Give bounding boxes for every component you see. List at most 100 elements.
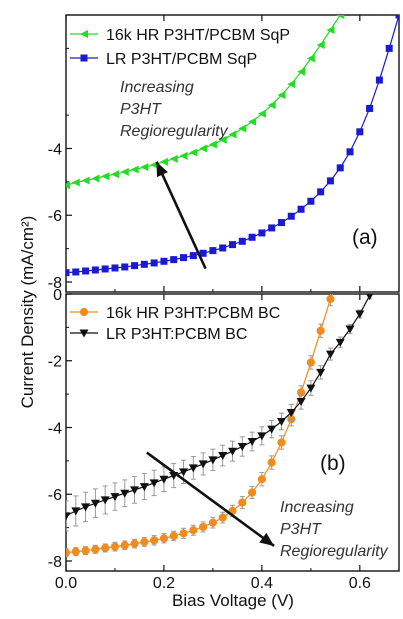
legend-label: LR P3HT/PCBM SqP — [106, 51, 257, 68]
data-point — [71, 178, 80, 187]
data-point — [257, 109, 266, 118]
data-point — [101, 172, 110, 181]
data-point — [316, 326, 325, 335]
data-point — [247, 488, 257, 497]
data-point — [189, 252, 197, 260]
data-point — [120, 489, 130, 498]
y-tick-label: -4 — [48, 420, 62, 437]
data-point — [219, 244, 227, 252]
data-point — [267, 101, 276, 110]
y-tick-label: -6 — [48, 208, 62, 225]
data-point — [307, 197, 315, 205]
data-point — [179, 151, 188, 160]
y-tick-label: -8 — [48, 554, 62, 571]
data-point — [218, 135, 227, 144]
data-point — [228, 447, 237, 456]
legend-marker — [79, 307, 89, 317]
data-point — [306, 384, 316, 393]
data-point — [326, 26, 335, 35]
annotation-text: Regioregularity — [280, 543, 389, 560]
data-point — [130, 539, 139, 548]
data-point — [81, 503, 91, 512]
data-point — [169, 531, 178, 541]
data-point — [140, 537, 149, 547]
panel-label: (b) — [320, 452, 346, 475]
y-tick-label: 0 — [53, 287, 62, 304]
data-point — [218, 452, 228, 461]
legend-label: 16k HR P3HT/PCBM SqP — [106, 27, 290, 44]
data-point — [267, 458, 276, 467]
data-point — [306, 358, 315, 367]
data-point — [159, 534, 169, 543]
data-point — [199, 249, 207, 257]
data-point — [66, 548, 71, 557]
data-point — [297, 205, 305, 213]
data-point — [131, 262, 139, 270]
data-point — [276, 417, 286, 426]
data-point — [160, 257, 168, 265]
data-point — [72, 268, 80, 276]
data-point — [356, 128, 364, 136]
data-point — [101, 543, 110, 553]
data-point — [355, 310, 365, 319]
data-point — [316, 368, 326, 377]
data-point — [121, 263, 129, 271]
data-point — [395, 15, 399, 19]
y-tick-label: -2 — [48, 354, 62, 371]
data-point — [111, 264, 119, 272]
plot-frame — [65, 293, 400, 572]
data-point — [218, 513, 227, 522]
data-point — [296, 397, 306, 406]
data-point — [90, 499, 100, 508]
data-point — [375, 76, 383, 84]
data-point — [326, 177, 334, 185]
data-point — [140, 260, 148, 268]
data-point — [159, 157, 168, 166]
data-point — [277, 219, 285, 227]
data-point — [317, 188, 325, 196]
data-point — [81, 546, 90, 555]
data-point — [110, 542, 120, 551]
data-point — [316, 41, 325, 50]
data-point — [91, 266, 99, 274]
data-point — [337, 270, 344, 277]
data-point — [81, 176, 90, 185]
data-point — [140, 163, 149, 172]
data-point — [346, 148, 354, 156]
arrow-head — [156, 161, 168, 178]
data-point — [228, 130, 237, 139]
series-layer — [66, 270, 374, 558]
data-point — [71, 547, 80, 556]
data-point — [82, 267, 90, 275]
y-tick-label: -6 — [48, 487, 62, 504]
data-point — [188, 464, 198, 473]
data-point — [208, 140, 217, 149]
data-point — [345, 325, 355, 334]
data-point — [258, 229, 266, 237]
series-layer — [66, 15, 399, 277]
panel-a: -4 -6 -8 16k HR P3HT/PCBM SqP LR P3HT/PCBM S… — [48, 14, 400, 293]
data-point — [247, 438, 257, 447]
data-point — [170, 256, 178, 264]
data-point — [277, 91, 286, 100]
arrow-shaft — [155, 161, 207, 270]
data-point — [189, 526, 198, 535]
y-tick-label: -8 — [48, 275, 62, 292]
data-point — [159, 475, 169, 484]
x-tick-label: 0.6 — [349, 575, 371, 592]
series-2 — [66, 15, 399, 277]
data-point — [130, 165, 139, 174]
data-point — [199, 522, 208, 532]
annotation-text: Regioregularity — [120, 123, 229, 140]
legend-marker — [80, 54, 88, 62]
data-point — [366, 104, 374, 112]
data-point — [306, 54, 315, 63]
data-point — [277, 438, 286, 447]
data-point — [120, 167, 129, 176]
data-point — [336, 164, 344, 172]
data-point — [66, 512, 71, 521]
data-point — [209, 247, 217, 255]
x-axis-label: Bias Voltage (V) — [172, 591, 294, 610]
y-tick-label: -4 — [48, 141, 62, 158]
data-point — [66, 269, 70, 277]
